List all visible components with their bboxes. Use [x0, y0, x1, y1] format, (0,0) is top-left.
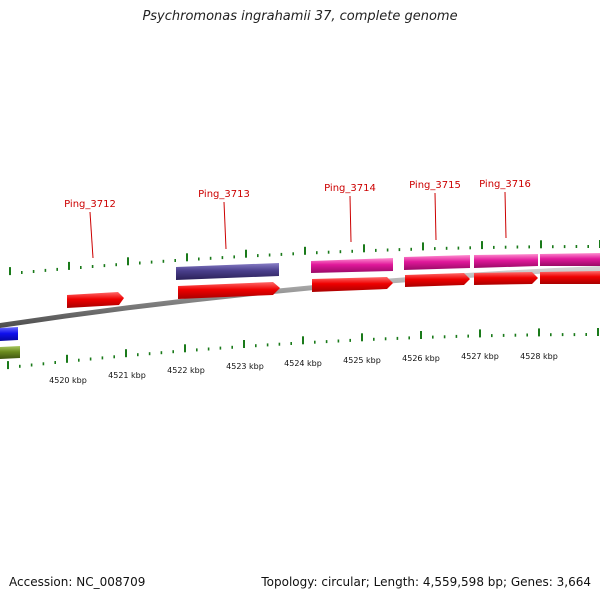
- feature-next-pink: [540, 253, 600, 266]
- accession-text: Accession: NC_008709: [9, 575, 146, 589]
- feature-ping-3713-purple: [176, 263, 279, 280]
- cds-ping-3716: [474, 272, 538, 285]
- leader-ping-3713: [223, 201, 227, 250]
- cds-next: [540, 271, 600, 284]
- leader-ping-3712: [89, 211, 94, 259]
- axis-label-4525: 4525 kbp: [343, 356, 381, 365]
- gene-label-ping-3715: Ping_3715: [409, 180, 461, 191]
- feature-ping-3714-pink: [311, 258, 393, 273]
- axis-label-4526: 4526 kbp: [402, 354, 440, 363]
- leader-ping-3714: [349, 195, 352, 243]
- gene-label-ping-3716: Ping_3716: [479, 179, 531, 190]
- axis-label-4524: 4524 kbp: [284, 359, 322, 368]
- cds-ping-3714: [312, 277, 393, 292]
- feature-ping-3715-pink: [404, 255, 470, 270]
- cds-ping-3712: [67, 292, 124, 308]
- olive-feature: [0, 346, 20, 359]
- inner-tick-track: [7, 328, 599, 370]
- axis-label-4523: 4523 kbp: [226, 362, 264, 371]
- axis-label-4522: 4522 kbp: [167, 366, 205, 375]
- cds-ping-3713: [178, 282, 280, 299]
- axis-label-4521: 4521 kbp: [108, 371, 146, 380]
- gene-label-ping-3713: Ping_3713: [198, 189, 250, 200]
- map-title: Psychromonas ingrahamii 37, complete gen…: [142, 9, 458, 24]
- axis-label-4520: 4520 kbp: [49, 376, 87, 385]
- gene-label-ping-3712: Ping_3712: [64, 199, 116, 210]
- leader-ping-3715: [434, 192, 437, 241]
- leader-ping-3716: [504, 191, 507, 239]
- cds-ping-3715: [405, 273, 470, 287]
- genome-summary-text: Topology: circular; Length: 4,559,598 bp…: [261, 575, 591, 589]
- axis-label-4528: 4528 kbp: [520, 352, 558, 361]
- gene-label-ping-3714: Ping_3714: [324, 183, 376, 194]
- outer-tick-track: [9, 240, 600, 276]
- feature-ping-3716-pink: [474, 254, 538, 268]
- blue-feature: [0, 327, 18, 341]
- axis-label-4527: 4527 kbp: [461, 352, 499, 361]
